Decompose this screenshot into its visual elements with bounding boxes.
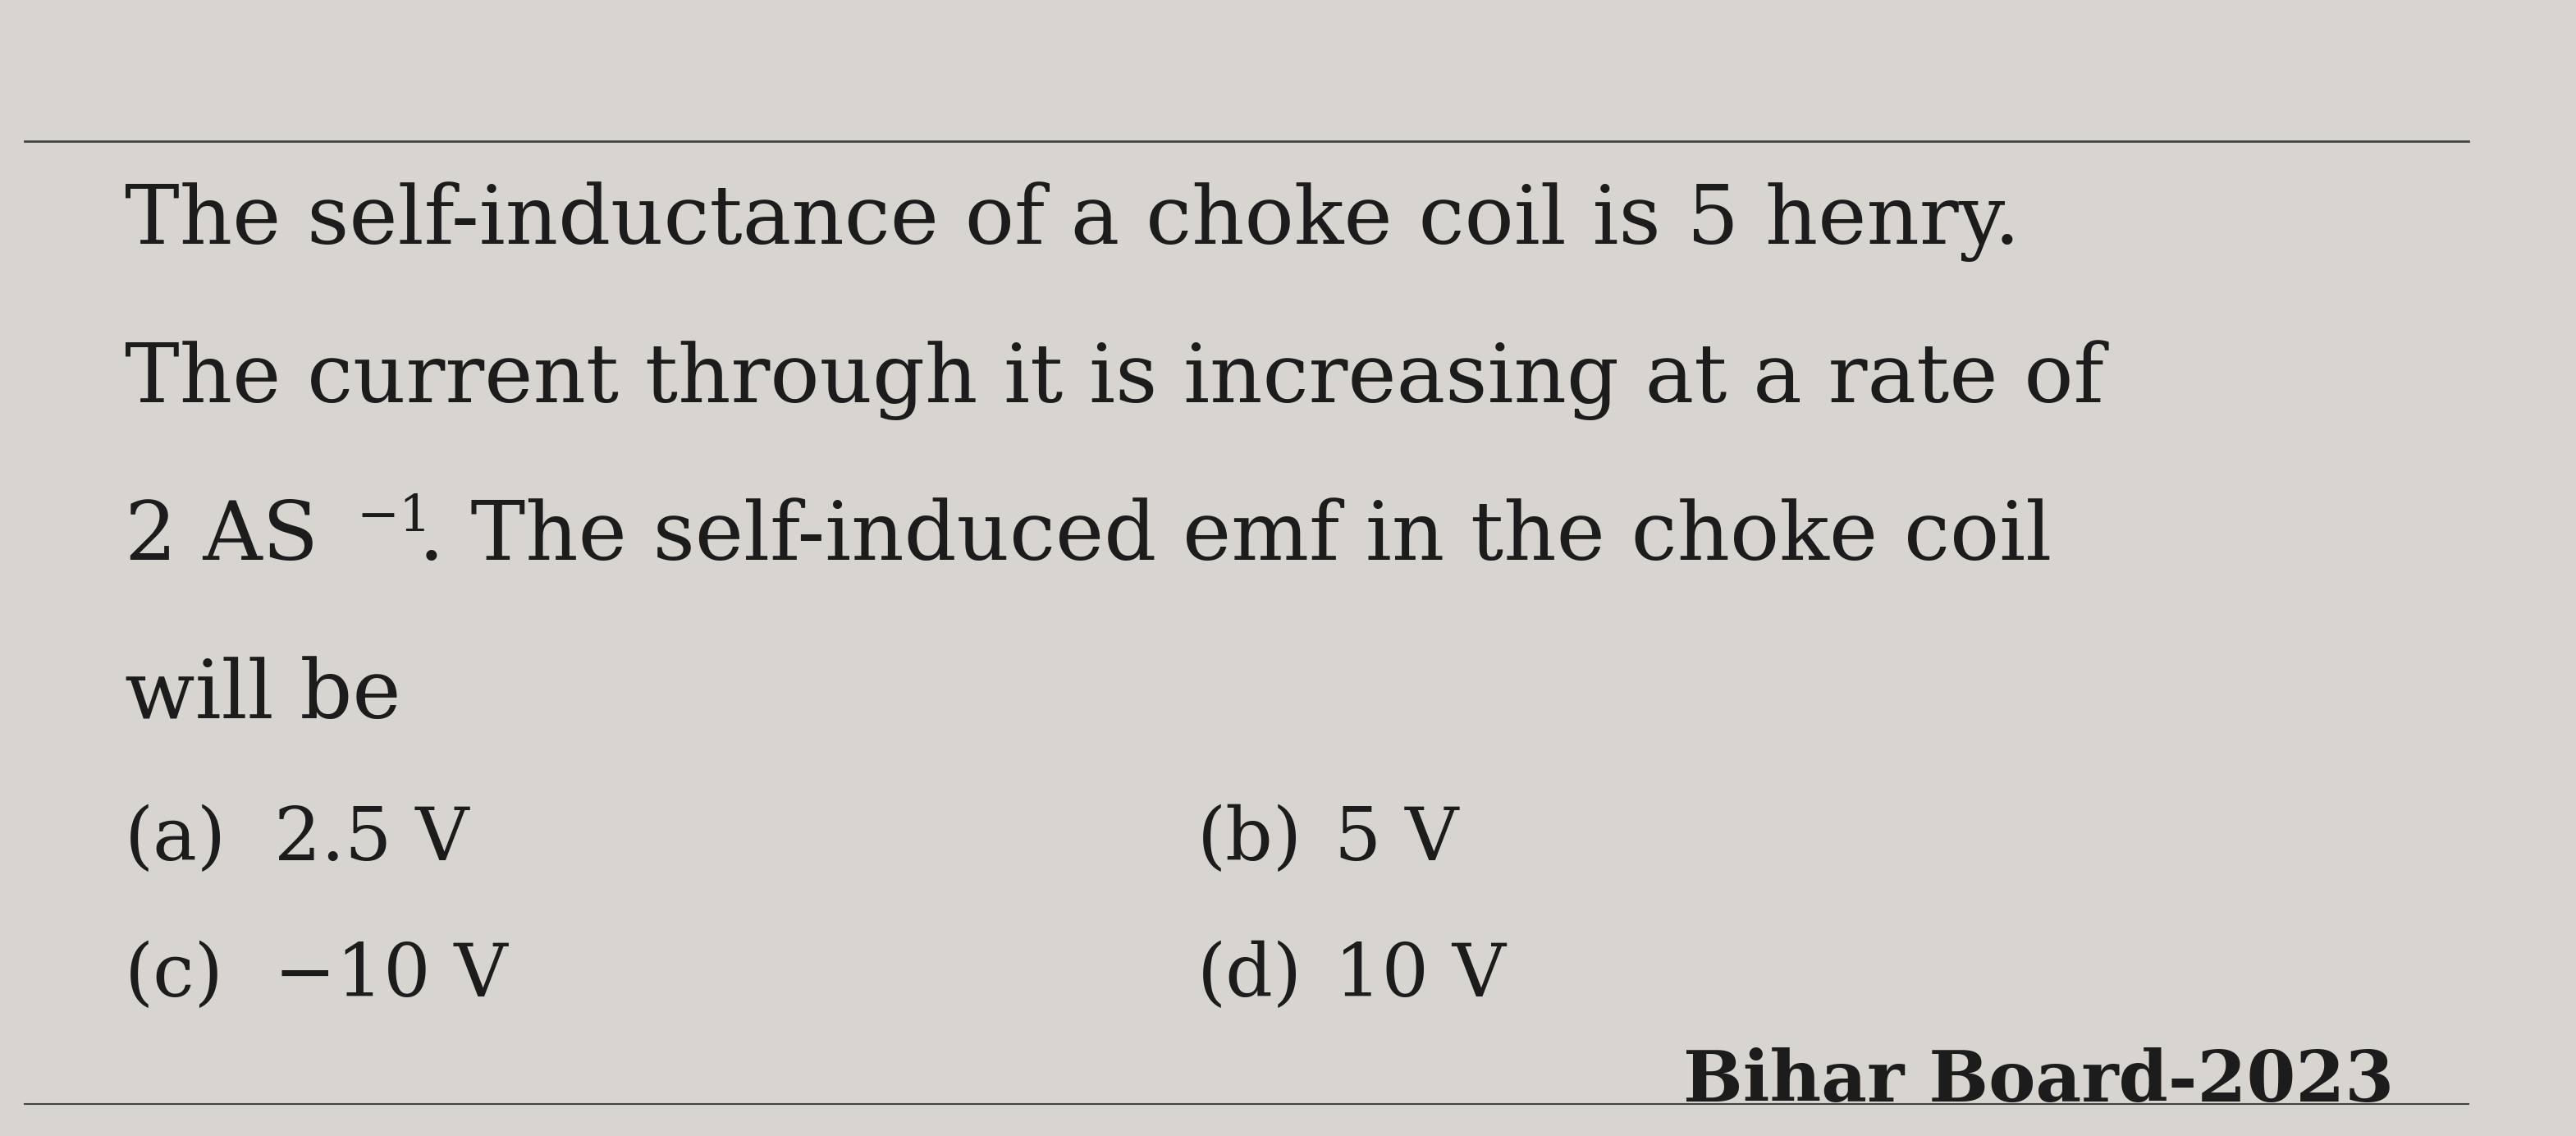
Text: (c): (c) xyxy=(124,941,224,1012)
Text: The self-inductance of a choke coil is 5 henry.: The self-inductance of a choke coil is 5… xyxy=(124,182,2020,261)
Text: (a): (a) xyxy=(124,804,227,876)
Text: 2.5 V: 2.5 V xyxy=(273,804,469,876)
Text: 5 V: 5 V xyxy=(1334,804,1458,876)
Text: will be: will be xyxy=(124,657,402,736)
Text: (b): (b) xyxy=(1198,804,1301,876)
Text: The current through it is increasing at a rate of: The current through it is increasing at … xyxy=(124,340,2105,420)
Text: −1: −1 xyxy=(355,492,433,541)
Text: Bihar Board-2023: Bihar Board-2023 xyxy=(1682,1047,2393,1117)
Text: 2 AS: 2 AS xyxy=(124,499,319,577)
Text: (d): (d) xyxy=(1198,941,1301,1012)
Text: −10 V: −10 V xyxy=(273,941,507,1012)
Text: . The self-induced emf in the choke coil: . The self-induced emf in the choke coil xyxy=(420,499,2053,577)
Text: 10 V: 10 V xyxy=(1334,941,1504,1012)
